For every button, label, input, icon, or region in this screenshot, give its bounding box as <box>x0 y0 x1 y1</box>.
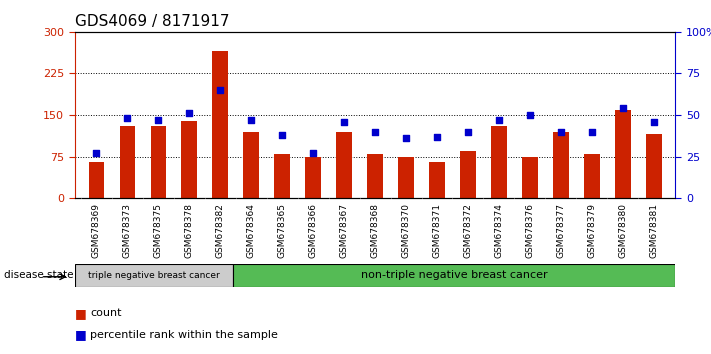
Bar <box>584 154 599 198</box>
Point <box>586 129 597 135</box>
Bar <box>274 154 290 198</box>
Point <box>307 150 319 156</box>
Bar <box>553 132 569 198</box>
Text: count: count <box>90 308 122 318</box>
Bar <box>232 264 675 287</box>
Point <box>153 117 164 123</box>
Text: percentile rank within the sample: percentile rank within the sample <box>90 330 278 339</box>
Text: GDS4069 / 8171917: GDS4069 / 8171917 <box>75 14 229 29</box>
Text: triple negative breast cancer: triple negative breast cancer <box>88 271 220 280</box>
Text: GSM678380: GSM678380 <box>619 204 627 258</box>
Text: GSM678379: GSM678379 <box>587 204 597 258</box>
Point <box>555 129 567 135</box>
Bar <box>522 156 538 198</box>
Text: GSM678368: GSM678368 <box>370 204 380 258</box>
Point <box>215 87 226 93</box>
Point <box>462 129 474 135</box>
Text: GSM678364: GSM678364 <box>247 204 256 258</box>
Point <box>277 132 288 138</box>
Text: non-triple negative breast cancer: non-triple negative breast cancer <box>360 270 547 280</box>
Text: GSM678378: GSM678378 <box>185 204 193 258</box>
Bar <box>646 135 661 198</box>
Point <box>400 136 412 141</box>
Point <box>648 119 660 125</box>
Text: ■: ■ <box>75 307 87 320</box>
Bar <box>336 132 352 198</box>
Bar <box>243 132 259 198</box>
Text: GSM678381: GSM678381 <box>649 204 658 258</box>
Bar <box>89 162 104 198</box>
Text: GSM678365: GSM678365 <box>278 204 287 258</box>
Text: GSM678375: GSM678375 <box>154 204 163 258</box>
Bar <box>615 109 631 198</box>
Text: GSM678382: GSM678382 <box>215 204 225 258</box>
Bar <box>181 121 197 198</box>
Bar <box>151 126 166 198</box>
Bar <box>460 151 476 198</box>
Point <box>524 112 535 118</box>
Text: disease state: disease state <box>4 270 73 280</box>
Point <box>617 105 629 111</box>
Text: GSM678376: GSM678376 <box>525 204 535 258</box>
Text: ■: ■ <box>75 328 87 341</box>
Text: GSM678373: GSM678373 <box>123 204 132 258</box>
Bar <box>213 51 228 198</box>
Bar <box>75 264 232 287</box>
Bar <box>119 126 135 198</box>
Bar <box>368 154 383 198</box>
Point <box>183 110 195 116</box>
Text: GSM678371: GSM678371 <box>432 204 442 258</box>
Bar <box>429 162 445 198</box>
Bar <box>491 126 507 198</box>
Point <box>122 115 133 121</box>
Bar <box>398 156 414 198</box>
Point <box>245 117 257 123</box>
Point <box>493 117 505 123</box>
Point <box>338 119 350 125</box>
Text: GSM678374: GSM678374 <box>494 204 503 258</box>
Text: GSM678377: GSM678377 <box>557 204 565 258</box>
Text: GSM678372: GSM678372 <box>464 204 472 258</box>
Text: GSM678366: GSM678366 <box>309 204 318 258</box>
Bar <box>305 156 321 198</box>
Text: GSM678367: GSM678367 <box>340 204 348 258</box>
Text: GSM678369: GSM678369 <box>92 204 101 258</box>
Text: GSM678370: GSM678370 <box>402 204 410 258</box>
Point <box>90 150 102 156</box>
Point <box>432 134 443 139</box>
Point <box>370 129 381 135</box>
